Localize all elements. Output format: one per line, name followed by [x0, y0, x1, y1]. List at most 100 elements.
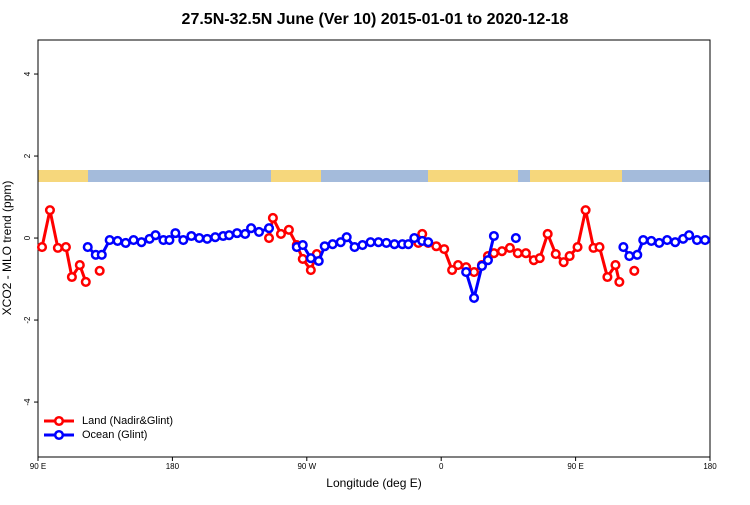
- point: [82, 242, 93, 253]
- point: [614, 276, 625, 287]
- point: [305, 264, 316, 276]
- point: [80, 276, 91, 287]
- point: [691, 235, 703, 246]
- point: [240, 228, 251, 239]
- point: [313, 255, 324, 267]
- point: [654, 237, 665, 249]
- land-strip: [428, 170, 518, 182]
- point: [646, 235, 657, 246]
- point: [610, 260, 621, 271]
- land-mask: [38, 170, 710, 182]
- chart-title: 27.5N-32.5N June (Ver 10) 2015-01-01 to …: [182, 11, 569, 28]
- x-tick-label: 90 W: [297, 462, 316, 471]
- point: [136, 237, 147, 248]
- point: [469, 292, 480, 303]
- point: [482, 255, 493, 266]
- point: [319, 241, 330, 252]
- point: [283, 224, 294, 235]
- point: [572, 242, 583, 253]
- point: [150, 230, 161, 241]
- point: [550, 248, 561, 260]
- point: [297, 239, 308, 251]
- point: [512, 248, 523, 259]
- point: [164, 235, 175, 246]
- point: [52, 242, 63, 253]
- ocean-strip: [518, 170, 530, 182]
- point: [94, 265, 105, 276]
- point: [409, 232, 420, 244]
- point: [373, 237, 384, 248]
- y-tick-label: -4: [23, 398, 32, 406]
- point: [618, 242, 629, 253]
- point: [128, 235, 139, 246]
- ocean-strip: [321, 170, 428, 182]
- point: [232, 228, 243, 239]
- point: [564, 251, 575, 262]
- point: [246, 223, 257, 234]
- land-strip: [271, 170, 321, 182]
- point: [186, 230, 197, 242]
- point: [170, 228, 181, 239]
- y-tick-label: 2: [23, 153, 32, 158]
- point: [629, 265, 640, 276]
- point: [580, 205, 591, 216]
- point: [670, 237, 681, 248]
- point: [469, 267, 480, 278]
- point: [267, 212, 278, 224]
- legend-label: Ocean (Glint): [82, 429, 147, 441]
- point: [447, 264, 458, 276]
- land-strip: [38, 170, 88, 182]
- point: [602, 271, 613, 283]
- point: [341, 232, 352, 243]
- point: [558, 257, 569, 268]
- legend-marker: [53, 429, 65, 441]
- point: [357, 239, 368, 251]
- point: [210, 232, 221, 243]
- point: [488, 230, 499, 242]
- point: [510, 232, 521, 244]
- point: [542, 228, 553, 239]
- point: [638, 235, 649, 246]
- point: [112, 235, 123, 246]
- point: [74, 260, 85, 271]
- point: [431, 241, 442, 252]
- ocean-strip: [88, 170, 271, 182]
- point: [534, 253, 545, 264]
- point: [662, 235, 673, 246]
- point: [423, 237, 434, 248]
- point: [327, 239, 338, 250]
- y-tick-label: 0: [23, 235, 32, 240]
- point: [297, 253, 308, 265]
- ocean-strip: [622, 170, 710, 182]
- point: [263, 232, 275, 244]
- point: [476, 260, 488, 271]
- point: [504, 242, 515, 253]
- point: [275, 228, 287, 239]
- point: [66, 271, 77, 283]
- point: [253, 226, 265, 237]
- point: [104, 235, 115, 246]
- point: [224, 230, 235, 241]
- point: [194, 232, 205, 244]
- x-tick-label: 90 E: [567, 462, 583, 471]
- point: [60, 242, 71, 253]
- point: [202, 233, 213, 244]
- point: [36, 242, 48, 253]
- x-tick-label: 180: [166, 462, 180, 471]
- point: [365, 237, 376, 248]
- x-tick-label: 90 E: [30, 462, 46, 471]
- point: [439, 244, 450, 255]
- point: [594, 242, 605, 253]
- point: [381, 237, 392, 249]
- land-strip: [530, 170, 622, 182]
- y-axis-label: XCO2 - MLO trend (ppm): [0, 181, 14, 316]
- point: [624, 251, 635, 262]
- point: [178, 235, 189, 246]
- point: [263, 223, 275, 234]
- point: [349, 242, 360, 253]
- x-tick-label: 180: [703, 462, 717, 471]
- y-tick-label: -2: [23, 316, 32, 324]
- point: [389, 239, 400, 250]
- y-tick-label: 4: [23, 71, 32, 76]
